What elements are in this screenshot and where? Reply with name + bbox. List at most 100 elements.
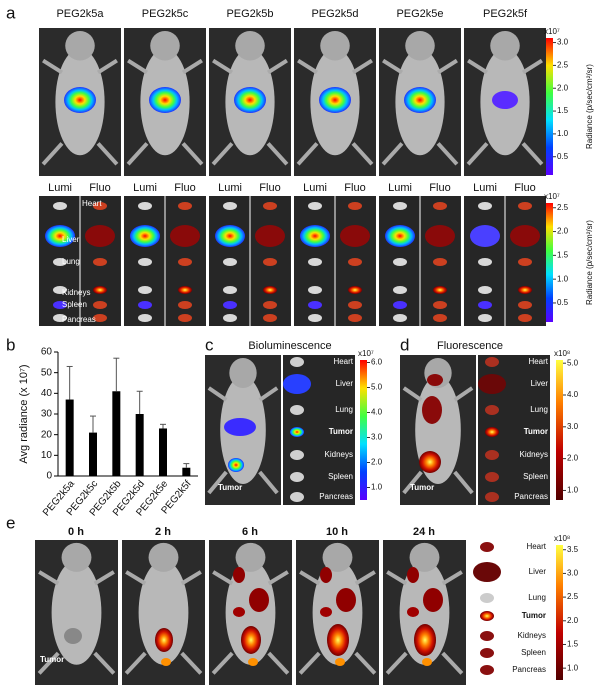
signal bbox=[393, 258, 407, 266]
mouse-limb bbox=[351, 58, 373, 75]
signal bbox=[263, 314, 277, 322]
signal bbox=[130, 225, 160, 247]
mouse-head bbox=[409, 542, 440, 572]
signal bbox=[138, 258, 152, 266]
colorbar-tick-label: 1.5 bbox=[557, 250, 569, 259]
mouse-limb bbox=[385, 651, 408, 675]
y-tick-label: 50 bbox=[41, 367, 53, 378]
colorbar-tick-label: 0.5 bbox=[557, 152, 569, 161]
signal bbox=[478, 202, 492, 210]
signal bbox=[433, 301, 447, 309]
y-tick-label: 20 bbox=[41, 429, 53, 440]
signal bbox=[480, 665, 494, 675]
bar bbox=[182, 467, 191, 476]
signal bbox=[492, 91, 518, 109]
mouse-head bbox=[235, 30, 265, 61]
signal bbox=[336, 588, 356, 612]
colorbar-label: Radiance (p/sec/cm²/sr) bbox=[585, 64, 594, 149]
mouse-limb bbox=[436, 58, 458, 75]
mouse-limb bbox=[96, 58, 118, 75]
mouse-limb bbox=[125, 570, 147, 586]
mouse-body bbox=[225, 560, 276, 665]
colorbar-unit: x10⁸ bbox=[554, 534, 570, 543]
signal bbox=[422, 658, 432, 666]
colorbar-tick-label: 3.5 bbox=[567, 545, 579, 554]
colorbar-tick-label: 4.0 bbox=[371, 408, 383, 417]
organ-label: Liver bbox=[336, 379, 354, 388]
mouse-limb bbox=[212, 570, 234, 586]
colorbar-tick-label: 1.0 bbox=[567, 486, 579, 495]
signal bbox=[178, 258, 192, 266]
signal bbox=[93, 301, 107, 309]
signal bbox=[255, 225, 285, 247]
mouse-head bbox=[148, 542, 179, 572]
y-tick-label: 0 bbox=[46, 471, 52, 482]
time-label: 6 h bbox=[242, 526, 258, 538]
sample-name: PEG2k5d bbox=[311, 8, 358, 20]
sample-name: PEG2k5e bbox=[396, 8, 443, 20]
signal bbox=[393, 286, 407, 294]
tumor-label: Tumor bbox=[40, 655, 64, 664]
signal bbox=[308, 258, 322, 266]
mouse-limb bbox=[521, 142, 544, 166]
signal bbox=[93, 258, 107, 266]
time-label: 0 h bbox=[68, 526, 84, 538]
signal bbox=[290, 450, 304, 460]
signal bbox=[215, 225, 245, 247]
mouse-limb bbox=[93, 651, 116, 675]
signal bbox=[480, 542, 494, 552]
panel-title: Bioluminescence bbox=[248, 340, 331, 352]
mouse-limb bbox=[42, 58, 64, 75]
colorbar-tick-label: 2.0 bbox=[567, 454, 579, 463]
signal bbox=[473, 562, 501, 582]
signal bbox=[138, 314, 152, 322]
colorbar-tick-label: 5.0 bbox=[567, 358, 579, 367]
colorbar-tick-label: 2.5 bbox=[557, 203, 569, 212]
signal bbox=[320, 567, 332, 583]
colorbar-tick-label: 5.0 bbox=[371, 383, 383, 392]
signal bbox=[320, 607, 332, 617]
signal bbox=[300, 225, 330, 247]
lumi-label: Lumi bbox=[303, 182, 327, 194]
signal bbox=[290, 472, 304, 482]
mouse-limb bbox=[124, 651, 147, 675]
signal bbox=[93, 286, 107, 294]
mouse-limb bbox=[93, 570, 115, 586]
mouse-limb bbox=[453, 470, 474, 495]
mouse-limb bbox=[258, 470, 279, 495]
y-tick-label: 60 bbox=[41, 347, 53, 358]
mouse-limb bbox=[266, 142, 289, 166]
bar bbox=[89, 432, 97, 476]
signal bbox=[178, 202, 192, 210]
panel-label: a bbox=[6, 3, 16, 22]
colorbar-label: Radiance (p/sec/cm²/sr) bbox=[585, 220, 594, 305]
mouse-head bbox=[61, 542, 92, 572]
organ-label: Liver bbox=[531, 379, 549, 388]
time-label: 24 h bbox=[413, 526, 435, 538]
organ-label: Pancreas bbox=[62, 315, 96, 324]
organ-label: Kidneys bbox=[325, 450, 353, 459]
colorbar bbox=[546, 203, 553, 322]
signal bbox=[485, 427, 499, 437]
mouse-limb bbox=[211, 142, 234, 166]
organ-label: Heart bbox=[526, 542, 546, 551]
organ-label: Spleen bbox=[62, 300, 87, 309]
colorbar-unit: x10⁷ bbox=[544, 27, 560, 36]
signal bbox=[290, 357, 304, 367]
mouse-limb bbox=[212, 58, 234, 75]
signal bbox=[485, 405, 499, 415]
signal bbox=[478, 286, 492, 294]
signal bbox=[138, 301, 152, 309]
signal bbox=[348, 314, 362, 322]
signal bbox=[518, 314, 532, 322]
mouse-limb bbox=[298, 651, 321, 675]
mouse-limb bbox=[126, 142, 149, 166]
panel-label: c bbox=[205, 335, 214, 354]
signal bbox=[518, 301, 532, 309]
organ-label: Spleen bbox=[328, 472, 353, 481]
signal bbox=[223, 258, 237, 266]
signal bbox=[480, 631, 494, 641]
panel-label: b bbox=[6, 335, 15, 354]
signal bbox=[407, 607, 419, 617]
signal bbox=[407, 567, 419, 583]
